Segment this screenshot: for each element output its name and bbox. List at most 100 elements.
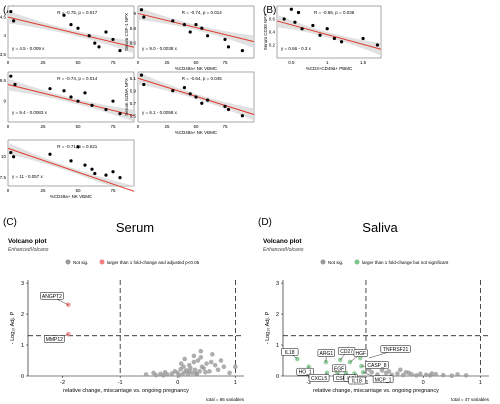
point-c-1-30: [212, 362, 218, 368]
point-c-1-22: [195, 358, 201, 363]
x-tick-label-a5-0: 0: [7, 188, 10, 193]
y-tick-label-c-3: 3: [21, 281, 24, 287]
data-point-a4-0: [139, 73, 144, 77]
y-tick-label-b-2: 0.6: [269, 17, 276, 22]
data-point-a4-5: [194, 95, 198, 99]
data-point-a2-7: [206, 34, 210, 38]
data-point-a2-2: [171, 19, 175, 23]
label-text-d-3: EGF: [334, 366, 344, 372]
point-d-1-18: [455, 372, 460, 377]
label-text-d-7: HGF: [355, 351, 366, 357]
point-c-1-31: [215, 367, 221, 373]
legend-label-c-0: Not sig.: [73, 260, 88, 265]
data-point-a3-6: [83, 91, 87, 95]
y-tick-label-a1-2: 4.5: [0, 15, 6, 20]
data-point-a5-4: [76, 145, 80, 149]
x-tick-label-a5-1: 25: [40, 188, 46, 193]
y-axis-title-b: Serum CD38 NPX: [263, 14, 268, 51]
label-text-d-6: CSF_1: [336, 376, 352, 382]
y-tick-label-c-2: 2: [21, 312, 24, 318]
y-tick-label-d-1: 1: [276, 343, 279, 349]
data-point-a4-7: [206, 98, 210, 102]
label-box-d-10: [365, 361, 389, 369]
panel-label-c: (C): [3, 217, 17, 228]
data-point-b-0: [282, 17, 286, 21]
y-tick-label-a1-0: 3.5: [0, 52, 6, 57]
x-tick-label-a3-3: 75: [110, 124, 116, 129]
caption-c: total = 86 variables: [206, 397, 245, 402]
label-box-d-2: [317, 349, 335, 357]
data-point-a3-5: [76, 99, 80, 103]
x-tick-label-a4-2: 50: [193, 124, 199, 129]
data-point-a2-6: [200, 26, 204, 30]
point-c-1-32: [218, 358, 224, 363]
point-d-1-12: [418, 371, 423, 377]
y-tick-label-c-1: 1: [21, 343, 24, 349]
data-point-a1-5: [87, 34, 91, 38]
x-tick-label-c-1: -1: [118, 380, 123, 386]
data-point-a2-4: [188, 30, 192, 34]
point-d-1-21: [398, 367, 403, 373]
label-text-c-1: MMP12: [46, 337, 63, 343]
data-point-a3-10: [118, 112, 122, 116]
x-tick-label-d-1: -1: [364, 380, 369, 386]
point-d-1-13: [423, 372, 429, 378]
legend-label-c-1: larger than 1 fold-change and adjusted p…: [107, 260, 200, 265]
data-point-b-6: [318, 33, 322, 37]
saliva-title: Saliva: [362, 220, 398, 235]
point-d-1-7: [395, 371, 400, 376]
y-tick-label-d-2: 2: [276, 312, 279, 318]
regression-line-a1: [7, 16, 135, 48]
point-c-1-9: [176, 373, 182, 378]
data-point-a2-8: [223, 37, 227, 42]
data-point-a5-7: [93, 171, 97, 176]
x-tick-label-a5-3: 75: [110, 188, 116, 193]
x-tick-label-a1-0: 0: [7, 60, 10, 65]
point-d-1-16: [440, 372, 446, 378]
point-c-1-2: [153, 372, 159, 378]
data-point-a5-5: [83, 163, 87, 167]
data-point-a4-9: [226, 107, 231, 112]
label-text-d-12: MCP_1: [375, 377, 392, 383]
y-axis-title-a4: Serum GZMA NPX: [124, 78, 129, 116]
data-point-b-2: [293, 20, 297, 24]
data-point-a2-0: [139, 8, 144, 12]
data-point-a1-4: [76, 26, 80, 30]
point-d-1-15: [433, 371, 439, 377]
point-c-1-19: [191, 359, 197, 365]
correlation-stat-a1: R = -0.75, p = 0.017: [57, 10, 98, 15]
point-d-1-8: [400, 372, 406, 378]
x-tick-label-a3-2: 50: [75, 124, 81, 129]
data-point-b-4: [300, 27, 304, 31]
caption-d: total = 47 variables: [451, 397, 490, 402]
label-text-c-0: ANGPT2: [42, 294, 62, 300]
point-d-1-1: [369, 369, 374, 375]
data-point-a2-3: [182, 22, 186, 27]
data-point-b-10: [361, 36, 365, 41]
y-tick-label-c-0: 0: [21, 374, 24, 380]
data-point-a4-8: [223, 104, 227, 108]
legend-swatch-c-0: [65, 259, 71, 265]
label-text-d-0: IL18: [285, 350, 295, 356]
label-box-c-0: [40, 292, 64, 300]
y-tick-label-d-3: 3: [276, 281, 279, 287]
regression-equation-a5: y = 11 - 0.057 x: [12, 174, 44, 179]
x-tick-label-a5-2: 50: [75, 188, 81, 193]
point-c-1-27: [204, 361, 209, 366]
label-box-d-7: [353, 349, 368, 357]
volcano-subtitle-c: EnhancedVolcano: [8, 247, 49, 253]
data-point-a5-9: [111, 170, 115, 174]
data-point-a3-0: [9, 74, 13, 78]
data-point-a4-10: [240, 114, 244, 118]
panel-label-b: (B): [263, 5, 276, 16]
y-tick-label-a4-2: 5.9: [130, 88, 137, 93]
point-c-1-37: [182, 356, 187, 362]
point-c-1-44: [178, 361, 184, 366]
y-tick-label-a2-1: 8.8: [130, 26, 137, 31]
point-d-1-19: [463, 373, 469, 378]
plot-frame-a5: [7, 139, 135, 187]
label-text-d-10: CASP_8: [367, 363, 386, 369]
point-c-0-0: [66, 302, 71, 308]
y-tick-label-a4-0: 5.5: [130, 113, 137, 118]
